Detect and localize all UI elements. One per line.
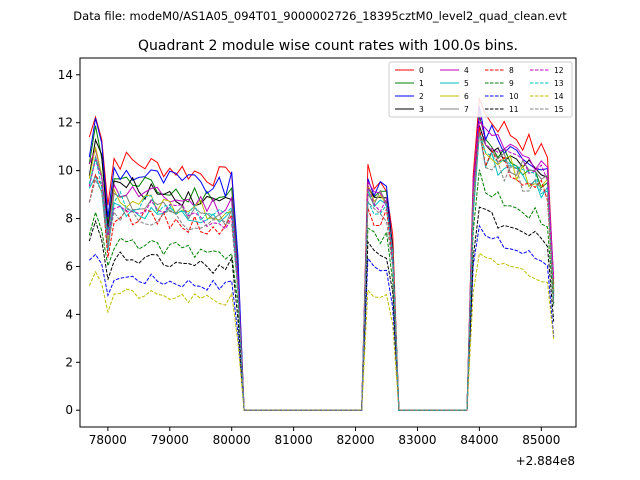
x-offset-label: +2.884e8 bbox=[516, 454, 575, 468]
legend-box bbox=[388, 61, 573, 118]
x-axis: 78000 79000 80000 81000 82000 83000 84000 85000 bbox=[89, 427, 560, 447]
legend-label-12: 12 bbox=[554, 66, 564, 75]
legend-label-10: 10 bbox=[509, 92, 519, 101]
y-tick-label: 6 bbox=[65, 259, 73, 273]
legend-label-14: 14 bbox=[554, 92, 564, 101]
legend-label-13: 13 bbox=[554, 79, 564, 88]
x-tick-label: 81000 bbox=[275, 433, 313, 447]
legend-label-3: 3 bbox=[419, 105, 424, 114]
legend-label-9: 9 bbox=[509, 79, 514, 88]
y-axis: 0 2 4 6 8 10 12 14 bbox=[58, 68, 80, 417]
legend-label-0: 0 bbox=[419, 66, 424, 75]
chart-title: Quadrant 2 module wise count rates with … bbox=[138, 38, 518, 54]
legend-label-7: 7 bbox=[464, 105, 469, 114]
x-tick-label: 80000 bbox=[213, 433, 251, 447]
x-tick-label: 85000 bbox=[522, 433, 560, 447]
legend-label-8: 8 bbox=[509, 66, 514, 75]
legend-label-11: 11 bbox=[509, 105, 519, 114]
plot-area bbox=[80, 58, 576, 427]
y-tick-label: 0 bbox=[65, 403, 73, 417]
series-line-13 bbox=[88, 133, 555, 411]
y-tick-label: 12 bbox=[58, 116, 73, 130]
figure-suptitle: Data file: modeM0/AS1A05_094T01_90000027… bbox=[73, 9, 567, 23]
x-tick-label: 82000 bbox=[336, 433, 374, 447]
legend-label-5: 5 bbox=[464, 79, 469, 88]
x-tick-label: 78000 bbox=[89, 433, 127, 447]
y-tick-label: 8 bbox=[65, 212, 73, 226]
y-tick-label: 14 bbox=[58, 68, 73, 82]
y-tick-label: 4 bbox=[65, 307, 73, 321]
legend-label-4: 4 bbox=[464, 66, 469, 75]
y-tick-label: 10 bbox=[58, 164, 73, 178]
series-layer bbox=[88, 98, 555, 411]
x-tick-label: 83000 bbox=[398, 433, 436, 447]
legend-label-15: 15 bbox=[554, 105, 564, 114]
legend-label-2: 2 bbox=[419, 92, 424, 101]
legend-label-6: 6 bbox=[464, 92, 469, 101]
y-tick-label: 2 bbox=[65, 355, 73, 369]
plot-frame bbox=[79, 57, 577, 428]
legend-label-1: 1 bbox=[419, 79, 424, 88]
x-tick-label: 84000 bbox=[460, 433, 498, 447]
x-tick-label: 79000 bbox=[151, 433, 189, 447]
series-line-15 bbox=[88, 132, 555, 411]
series-line-11 bbox=[88, 206, 555, 411]
